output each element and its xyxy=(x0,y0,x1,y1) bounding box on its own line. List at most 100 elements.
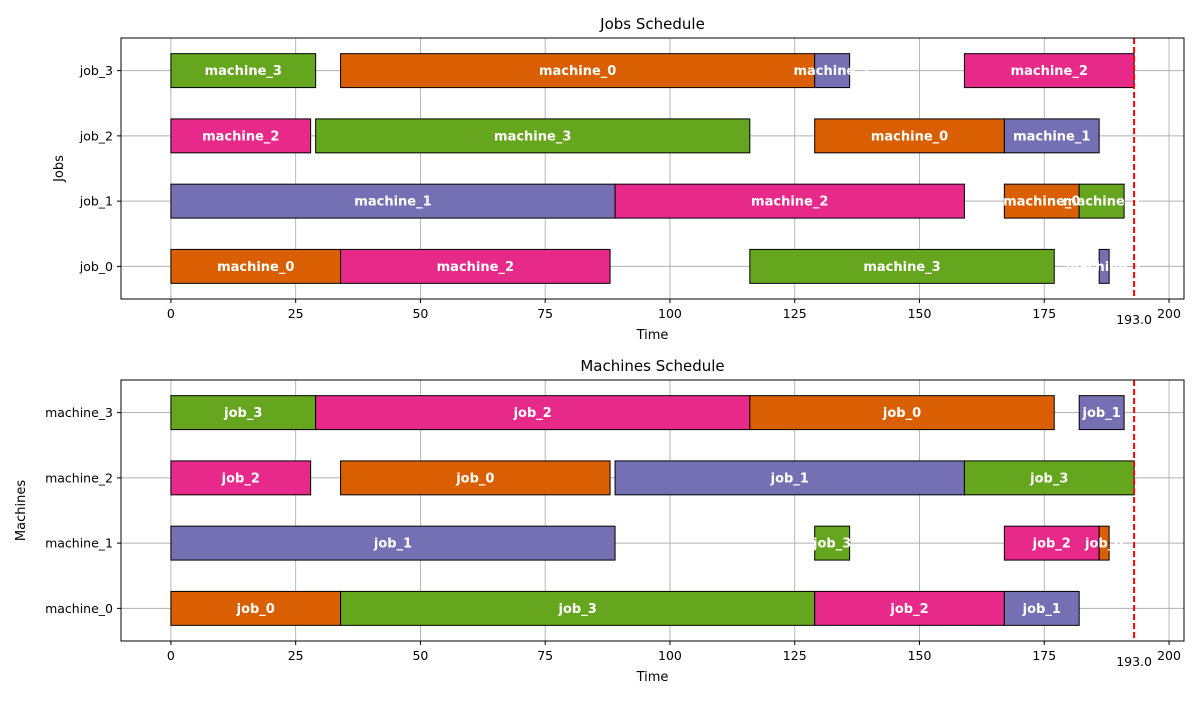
y-tick-label: job_3 xyxy=(79,63,113,78)
bar-label: job_0 xyxy=(236,602,275,617)
y-tick-label: job_1 xyxy=(79,194,113,209)
bar-job_1-machine_1 xyxy=(170,183,616,219)
bar-job_1-machine_2 xyxy=(614,183,965,219)
plot-area: machine_0 machine_2 machine_3 machine_1mach… xyxy=(170,53,1143,284)
bar-job_3-machine_1 xyxy=(814,53,851,89)
bar-label: job_3 xyxy=(223,406,262,421)
bar-machine_0-job_0 xyxy=(170,590,342,626)
y-axis-label: Machines xyxy=(14,480,29,541)
bar-job_0-machine_2 xyxy=(340,248,611,284)
bar-label: machine_3 xyxy=(494,129,571,144)
bar-label: job_1 xyxy=(1022,602,1061,617)
bar-machine_2-job_1 xyxy=(614,460,965,496)
y-tick-label: machine_0 xyxy=(45,601,113,616)
bar-label: job_1 xyxy=(373,537,412,552)
x-tick-label: 100 xyxy=(658,648,682,663)
plot-area: job_0 job_3 job_2 job_1 job_1 job_3 job_2 job_0… xyxy=(170,395,1135,626)
bar-job_0-machine_3 xyxy=(749,248,1055,284)
bar-label: job_3 xyxy=(812,537,851,552)
bar-label: job_0 xyxy=(1084,537,1123,552)
bar-label: machine_0 xyxy=(539,64,616,79)
bar-label: machine_3 xyxy=(205,64,282,79)
bar-job_3-machine_2 xyxy=(963,53,1135,89)
y-tick-label: machine_2 xyxy=(45,470,113,485)
y-tick-label: job_0 xyxy=(79,259,113,274)
bar-job_3-machine_3 xyxy=(170,53,317,89)
bar-label: job_2 xyxy=(221,471,260,486)
bar-label: machine_2 xyxy=(1011,64,1088,79)
x-tick-label: 50 xyxy=(412,648,428,663)
bar-label: machine_1 xyxy=(354,195,431,210)
x-tick-label: 175 xyxy=(1032,306,1056,321)
x-tick-label: 150 xyxy=(908,648,932,663)
chart-title: Jobs Schedule xyxy=(599,15,705,33)
bar-label: machine_2 xyxy=(202,129,279,144)
x-tick-label: 100 xyxy=(658,306,682,321)
x-axis-label: Time xyxy=(636,670,669,685)
y-tick-label: machine_3 xyxy=(45,405,113,420)
y-axis-label: Jobs xyxy=(52,155,67,183)
bar-machine_1-job_0 xyxy=(1098,525,1110,561)
makespan-label: 193.0 xyxy=(1116,312,1152,327)
bar-job_2-machine_1 xyxy=(1003,118,1100,154)
x-tick-label: 75 xyxy=(537,648,553,663)
bar-label: machine_0 xyxy=(871,129,948,144)
x-tick-label: 150 xyxy=(908,306,932,321)
x-tick-label: 175 xyxy=(1032,648,1056,663)
bar-label: job_2 xyxy=(513,406,552,421)
x-tick-label: 125 xyxy=(783,648,807,663)
x-tick-label: 0 xyxy=(167,648,175,663)
bar-machine_1-job_1 xyxy=(170,525,616,561)
bar-machine_2-job_2 xyxy=(170,460,312,496)
bar-label: job_3 xyxy=(1029,471,1068,486)
bar-machine_2-job_3 xyxy=(963,460,1135,496)
bar-job_1-machine_3 xyxy=(1078,183,1125,219)
bar-label: job_1 xyxy=(770,471,809,486)
bar-job_0-machine_1 xyxy=(1098,248,1110,284)
y-tick-label: job_2 xyxy=(79,128,113,143)
bar-label: machine_3 xyxy=(863,260,940,275)
y-tick-label: machine_1 xyxy=(45,536,113,551)
x-axis-label: Time xyxy=(636,328,669,343)
bar-label: job_1 xyxy=(1082,406,1121,421)
bar-machine_0-job_3 xyxy=(340,590,816,626)
bar-label: job_2 xyxy=(1032,537,1071,552)
chart-title: Machines Schedule xyxy=(580,357,724,375)
makespan-label: 193.0 xyxy=(1116,654,1152,669)
x-tick-label: 200 xyxy=(1157,306,1181,321)
bar-machine_0-job_2 xyxy=(814,590,1005,626)
bar-label: machine_3 xyxy=(1063,195,1140,210)
x-tick-label: 125 xyxy=(783,306,807,321)
bar-label: machine_2 xyxy=(437,260,514,275)
x-tick-label: 25 xyxy=(288,306,304,321)
x-tick-label: 25 xyxy=(288,648,304,663)
bar-label: job_2 xyxy=(889,602,928,617)
bar-label: job_0 xyxy=(882,406,921,421)
bar-label: machine_1 xyxy=(793,64,870,79)
bar-label: machine_1 xyxy=(1065,260,1142,275)
bar-label: machine_1 xyxy=(1013,129,1090,144)
bar-machine_2-job_0 xyxy=(340,460,611,496)
bar-job_2-machine_0 xyxy=(814,118,1005,154)
x-tick-label: 75 xyxy=(537,306,553,321)
panel-machines: job_0 job_3 job_2 job_1 job_1 job_3 job_2 job_0… xyxy=(14,357,1185,685)
bar-label: machine_2 xyxy=(751,195,828,210)
bar-machine_1-job_3 xyxy=(814,525,851,561)
bar-job_2-machine_3 xyxy=(315,118,751,154)
bar-machine_1-job_2 xyxy=(1003,525,1100,561)
bar-machine_3-job_1 xyxy=(1078,395,1125,431)
axes-frame xyxy=(120,37,1185,300)
bar-machine_3-job_3 xyxy=(170,395,317,431)
bar-job_1-machine_0 xyxy=(1003,183,1080,219)
x-tick-label: 0 xyxy=(167,306,175,321)
bar-label: job_3 xyxy=(558,602,597,617)
bar-job_2-machine_2 xyxy=(170,118,312,154)
bar-machine_3-job_0 xyxy=(749,395,1055,431)
panel-jobs: machine_0 machine_2 machine_3 machine_1mach… xyxy=(52,15,1185,343)
bar-label: machine_0 xyxy=(217,260,294,275)
axes-frame xyxy=(120,379,1185,642)
x-tick-label: 50 xyxy=(412,306,428,321)
bar-machine_3-job_2 xyxy=(315,395,751,431)
